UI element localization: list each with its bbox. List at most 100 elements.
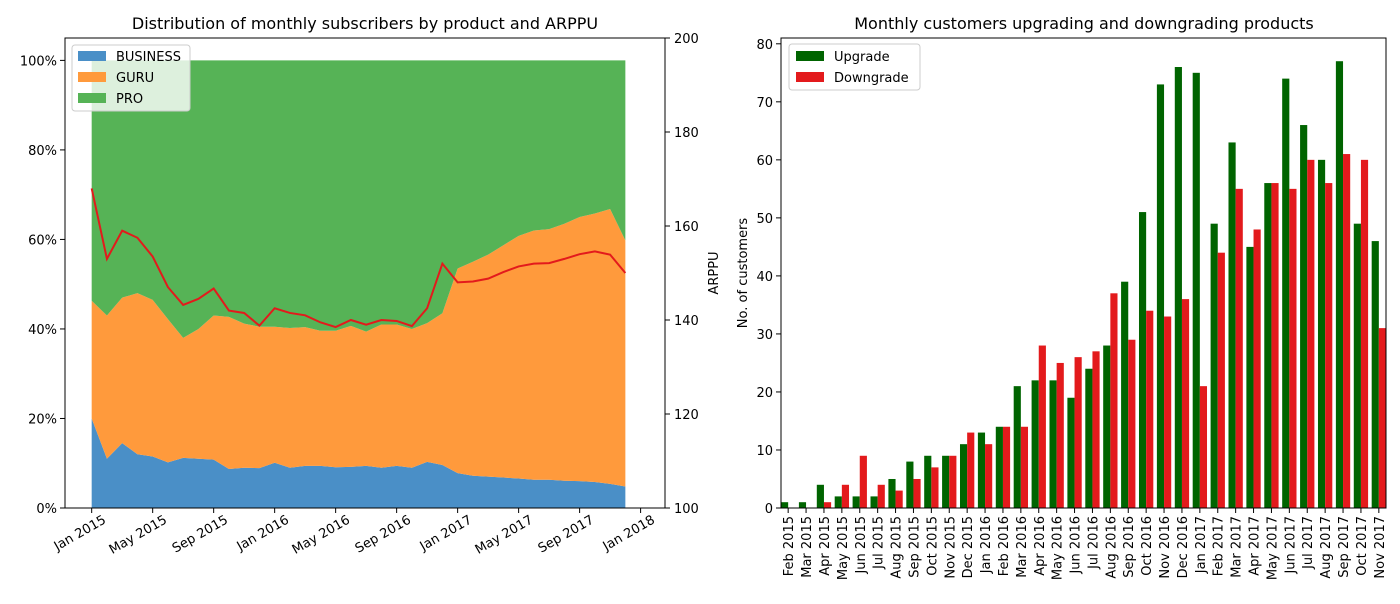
right-x-tick-label: Oct 2017 xyxy=(1355,516,1370,576)
bar-upgrade xyxy=(1353,223,1361,508)
bar-downgrade xyxy=(913,478,921,508)
bar-upgrade xyxy=(1121,281,1129,508)
legend-label-upgrade: Upgrade xyxy=(834,50,890,65)
bar-downgrade xyxy=(1360,159,1369,508)
right-x-tick-label: Apr 2016 xyxy=(1033,516,1048,576)
right-legend: Upgrade Downgrade xyxy=(788,43,921,91)
left-x-tick-label: May 2015 xyxy=(107,513,170,558)
right-x-tick-label: Aug 2017 xyxy=(1319,516,1334,579)
right-y-axis: 0 10 20 30 40 50 60 70 80 xyxy=(756,38,781,517)
left-x-tick-label: May 2017 xyxy=(473,513,536,558)
right-y-tick-label: 20 xyxy=(756,386,773,401)
bar-downgrade xyxy=(967,432,975,508)
bar-upgrade xyxy=(888,478,896,508)
bar-downgrade xyxy=(1253,229,1261,509)
left-x-tick-label: May 2016 xyxy=(290,513,353,558)
bar-upgrade xyxy=(1371,241,1379,508)
bar-downgrade xyxy=(1038,345,1046,508)
bar-upgrade xyxy=(1317,159,1326,508)
bar-downgrade xyxy=(1289,188,1297,509)
bar-downgrade xyxy=(1092,351,1100,508)
left-y-tick-label: 60% xyxy=(28,233,57,248)
bar-upgrade xyxy=(959,444,968,508)
bar-downgrade xyxy=(859,455,867,508)
bar-downgrade xyxy=(895,490,903,508)
right-x-tick-label: Jul 2016 xyxy=(1086,516,1101,570)
bar-upgrade xyxy=(1156,84,1165,509)
left-y-tick-label: 100% xyxy=(20,54,57,69)
area-pro xyxy=(91,60,626,338)
arppu-line xyxy=(90,188,627,329)
right-y-tick-label: 60 xyxy=(756,154,773,169)
right-x-tick-label: Jun 2016 xyxy=(1069,516,1084,575)
bar-downgrade xyxy=(1128,339,1136,508)
bar-downgrade xyxy=(1325,183,1333,508)
bar-upgrade xyxy=(852,496,860,508)
left-x-tick-label: Jan 2015 xyxy=(51,513,109,555)
bar-downgrade xyxy=(1378,328,1386,508)
right-x-axis: Feb 2015 Mar 2015 Apr 2015 May 2015 Jun 2015… xyxy=(782,508,1388,580)
left-y2-tick-label: 100 xyxy=(674,502,699,517)
legend-swatch-upgrade xyxy=(796,51,824,61)
bar-downgrade xyxy=(1074,357,1082,508)
right-x-tick-label: Dec 2015 xyxy=(961,516,976,578)
left-x-tick-label: Sep 2017 xyxy=(536,513,597,557)
right-x-tick-label: Nov 2017 xyxy=(1373,516,1388,579)
right-y-tick-label: 10 xyxy=(756,444,773,459)
right-x-tick-label: Jul 2015 xyxy=(872,516,887,570)
right-x-tick-label: Oct 2015 xyxy=(925,516,940,576)
right-chart: Monthly customers upgrading and downgrad… xyxy=(736,14,1388,580)
bar-downgrade xyxy=(1020,426,1029,508)
right-x-tick-label: Mar 2016 xyxy=(1015,516,1030,578)
bar-upgrade xyxy=(1335,61,1344,509)
right-x-tick-label: Oct 2016 xyxy=(1140,516,1155,576)
right-x-tick-label: Mar 2017 xyxy=(1230,516,1245,578)
right-x-tick-label: Sep 2015 xyxy=(907,516,922,578)
right-plot-frame xyxy=(780,37,1387,509)
bar-downgrade xyxy=(1343,154,1351,509)
bar-downgrade xyxy=(1002,426,1011,508)
left-y2-tick-label: 160 xyxy=(674,220,699,235)
left-x-tick-label: Jan 2016 xyxy=(234,513,292,555)
legend-label-pro: PRO xyxy=(116,92,143,107)
legend-swatch-pro xyxy=(78,93,106,103)
right-x-tick-label: Dec 2016 xyxy=(1176,516,1191,578)
bar-upgrade xyxy=(781,502,789,508)
right-x-tick-label: Aug 2016 xyxy=(1104,516,1119,579)
bar-upgrade xyxy=(1282,78,1290,509)
bar-upgrade xyxy=(816,484,824,508)
bar-downgrade xyxy=(877,484,885,508)
bar-downgrade xyxy=(1307,159,1315,508)
bar-downgrade xyxy=(1217,252,1225,508)
right-x-tick-label: Jan 2016 xyxy=(979,516,994,574)
right-y-tick-label: 70 xyxy=(756,96,773,111)
bar-downgrade xyxy=(1181,299,1190,508)
left-y2-axis-label: ARPPU xyxy=(707,251,722,294)
right-x-tick-label: Mar 2015 xyxy=(800,516,815,578)
right-x-tick-label: Feb 2015 xyxy=(782,516,797,576)
right-y-tick-label: 50 xyxy=(756,212,773,227)
legend-swatch-business xyxy=(78,51,106,61)
bar-downgrade xyxy=(1146,310,1154,508)
right-x-tick-label: Apr 2017 xyxy=(1248,516,1263,576)
left-y2-tick-label: 200 xyxy=(674,32,699,47)
right-chart-title: Monthly customers upgrading and downgrad… xyxy=(854,14,1314,33)
left-plot-frame xyxy=(64,37,666,509)
right-x-tick-label: Aug 2015 xyxy=(890,516,905,579)
right-y-axis-label: No. of customers xyxy=(736,218,751,329)
bar-downgrade xyxy=(1271,183,1279,508)
right-y-tick-label: 80 xyxy=(756,38,773,53)
left-y-tick-label: 0% xyxy=(36,502,57,517)
left-y-tick-label: 20% xyxy=(28,412,57,427)
bar-upgrade xyxy=(1192,72,1200,508)
right-x-tick-label: Feb 2016 xyxy=(997,516,1012,576)
left-x-tick-label: Jan 2018 xyxy=(600,513,658,555)
left-plot-area xyxy=(90,60,627,508)
legend-swatch-guru xyxy=(78,72,106,82)
right-x-tick-label: May 2017 xyxy=(1265,516,1280,580)
bar-upgrade xyxy=(906,461,914,508)
right-y-tick-label: 0 xyxy=(765,502,773,517)
right-x-tick-label: Nov 2015 xyxy=(943,516,958,579)
